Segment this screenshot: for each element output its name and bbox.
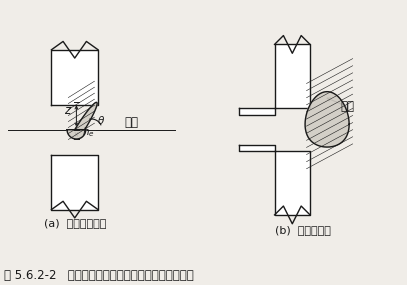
Polygon shape xyxy=(239,144,275,151)
Polygon shape xyxy=(275,44,310,108)
Polygon shape xyxy=(51,50,98,105)
Text: 铣平: 铣平 xyxy=(125,116,139,129)
Text: 图 5.6.2-2   箱形及钢管框架柱安装拼接接头坡口形式: 图 5.6.2-2 箱形及钢管框架柱安装拼接接头坡口形式 xyxy=(4,269,194,282)
Polygon shape xyxy=(67,130,86,139)
Text: $h_e$: $h_e$ xyxy=(82,125,95,139)
Polygon shape xyxy=(275,151,310,215)
Text: z: z xyxy=(64,104,70,117)
Text: θ: θ xyxy=(97,116,104,126)
Polygon shape xyxy=(51,155,98,209)
Polygon shape xyxy=(305,92,349,147)
Text: 铣平: 铣平 xyxy=(340,100,354,113)
Polygon shape xyxy=(239,108,275,115)
Text: (a)  部分焊透焊缝: (a) 部分焊透焊缝 xyxy=(44,218,106,228)
Polygon shape xyxy=(75,102,97,130)
Text: (b)  全焊透焊缝: (b) 全焊透焊缝 xyxy=(275,225,331,235)
